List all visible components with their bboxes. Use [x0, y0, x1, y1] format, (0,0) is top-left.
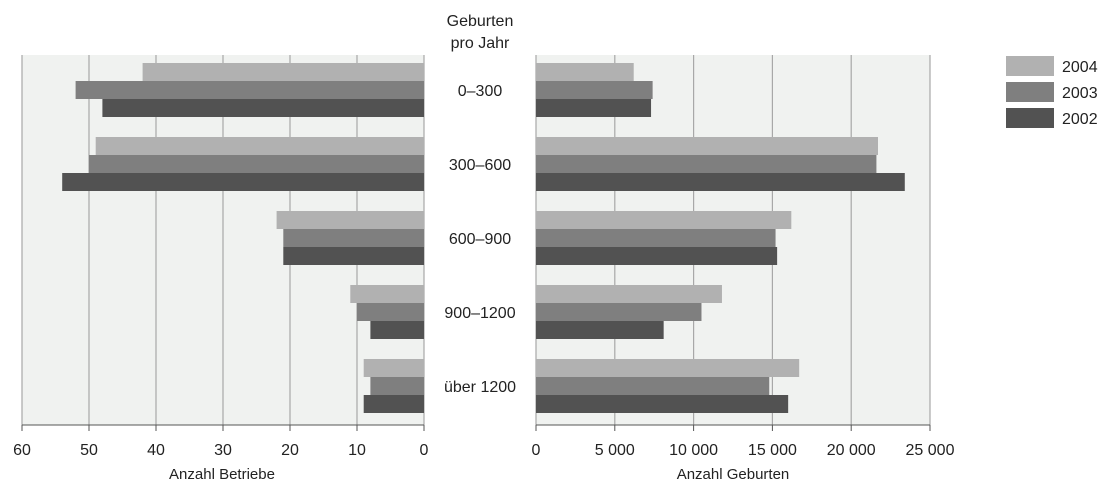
category-label: 600–900	[449, 231, 511, 248]
category-labels: 0–300 300–600 600–900 900–1200 über 1200	[444, 83, 516, 396]
right-bar-2003	[536, 81, 653, 99]
right-tick-label: 5 000	[595, 442, 635, 459]
right-bar-2003	[536, 377, 770, 395]
right-bar-2002	[536, 321, 664, 339]
right-bars	[536, 63, 905, 413]
right-bar-2003	[536, 155, 877, 173]
right-bar-2002	[536, 247, 778, 265]
right-axis-title: Anzahl Geburten	[677, 466, 790, 483]
left-bar-2003	[89, 155, 424, 173]
left-axis-title: Anzahl Betriebe	[169, 466, 275, 483]
left-tick-label: 40	[147, 442, 165, 459]
left-bar-2002	[370, 321, 424, 339]
category-label: 300–600	[449, 157, 511, 174]
legend-label-2002: 2002	[1062, 111, 1098, 128]
left-bar-2004	[363, 359, 424, 377]
left-bar-2004	[350, 285, 424, 303]
legend-swatch-2002	[1006, 108, 1054, 128]
right-bar-2003	[536, 303, 702, 321]
center-title-line-1: Geburten	[447, 13, 514, 30]
right-bar-2002	[536, 173, 905, 191]
right-bar-2002	[536, 395, 789, 413]
left-bar-2003	[283, 229, 424, 247]
right-bar-2003	[536, 229, 776, 247]
category-label: 0–300	[458, 83, 503, 100]
right-tick-label: 25 000	[906, 442, 955, 459]
left-bar-2002	[102, 99, 425, 117]
right-bar-2004	[536, 137, 878, 155]
legend-label-2003: 2003	[1062, 85, 1098, 102]
left-panel: 0 10 20 30 40 50 60 Anzahl Betriebe	[13, 55, 429, 483]
right-tick-labels: 0 5 000 10 000 15 000 20 000 25 000	[532, 425, 955, 459]
right-bar-2002	[536, 99, 652, 117]
left-tick-labels: 0 10 20 30 40 50 60	[13, 425, 429, 459]
right-bar-2004	[536, 63, 634, 81]
right-panel: 0 5 000 10 000 15 000 20 000 25 000 Anzahl Ge…	[532, 55, 955, 483]
legend-label-2004: 2004	[1062, 59, 1098, 76]
left-bar-2004	[95, 137, 424, 155]
left-bar-2003	[357, 303, 424, 321]
left-bars	[62, 63, 425, 413]
category-label: 900–1200	[444, 305, 515, 322]
right-bar-2004	[536, 211, 792, 229]
right-tick-label: 10 000	[669, 442, 718, 459]
left-bar-2003	[370, 377, 424, 395]
left-tick-label: 60	[13, 442, 31, 459]
left-bar-2002	[62, 173, 424, 191]
left-tick-label: 0	[420, 442, 429, 459]
category-label: über 1200	[444, 379, 516, 396]
legend-swatch-2003	[1006, 82, 1054, 102]
right-bar-2004	[536, 285, 722, 303]
left-bar-2002	[283, 247, 424, 265]
right-tick-label: 0	[532, 442, 541, 459]
right-tick-label: 20 000	[827, 442, 876, 459]
left-tick-label: 10	[348, 442, 366, 459]
left-bar-2004	[142, 63, 424, 81]
left-tick-label: 50	[80, 442, 98, 459]
right-tick-label: 15 000	[748, 442, 797, 459]
center-title-line-2: pro Jahr	[451, 35, 510, 52]
left-bar-2002	[363, 395, 424, 413]
legend-swatch-2004	[1006, 56, 1054, 76]
right-bar-2004	[536, 359, 800, 377]
legend: 2004 2003 2002	[1006, 56, 1098, 128]
left-bar-2003	[75, 81, 424, 99]
left-bar-2004	[276, 211, 424, 229]
left-tick-label: 20	[281, 442, 299, 459]
left-tick-label: 30	[214, 442, 232, 459]
